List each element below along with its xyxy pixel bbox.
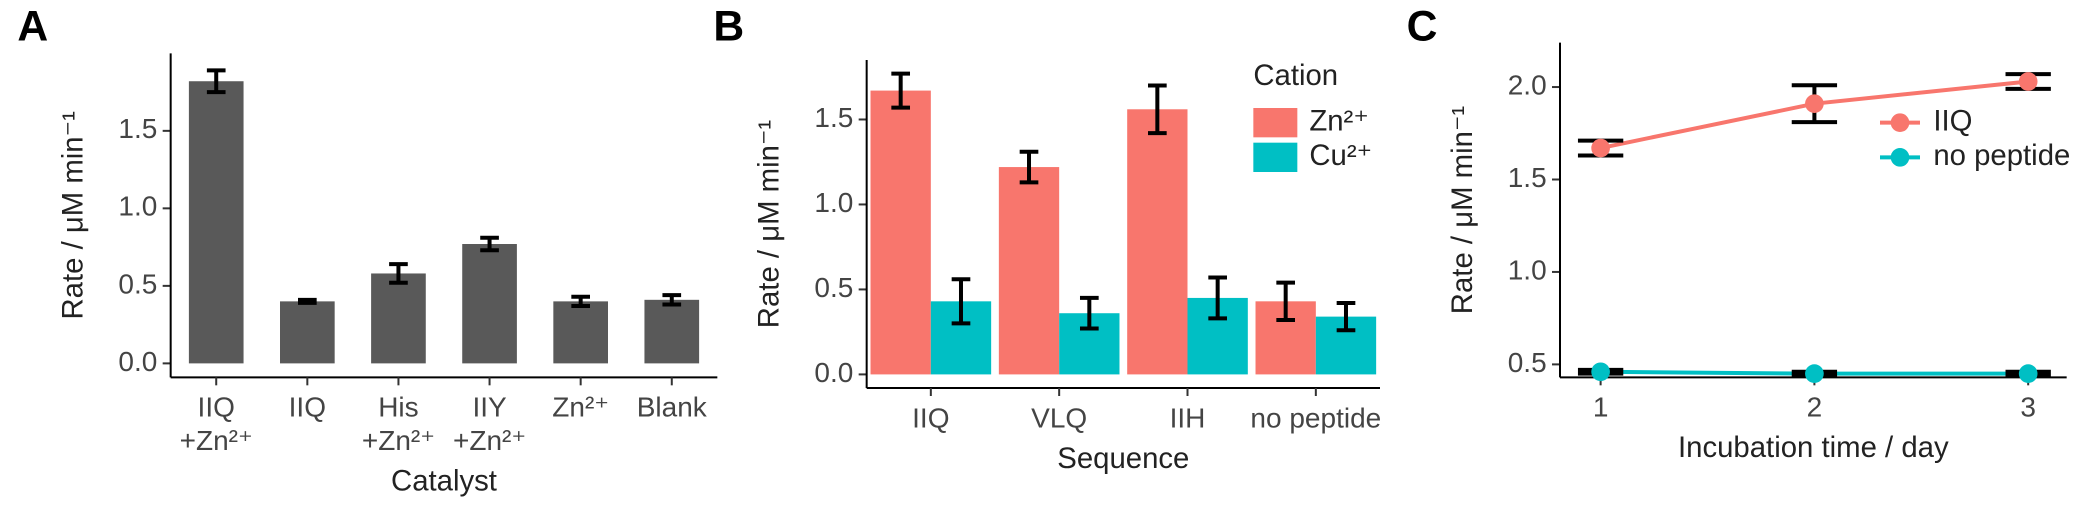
y-tick-label: 1.5 [814, 102, 853, 133]
error-bar [480, 235, 499, 253]
point [1591, 138, 1610, 158]
x-axis-title: Incubation time / day [1678, 431, 1949, 464]
legend-marker [1890, 113, 1910, 132]
error-bar [571, 294, 590, 309]
x-tick-label: IIQ [289, 392, 326, 423]
y-tick-label: 1.0 [118, 191, 157, 222]
bar [644, 299, 700, 364]
error-bar [206, 68, 226, 95]
error-bar [662, 293, 682, 307]
x-tick-label: VLQ [1031, 402, 1087, 433]
x-tick-label: IIQ [198, 392, 235, 423]
bar [998, 167, 1060, 375]
error-bar [1276, 280, 1296, 323]
panel-label: B [713, 3, 744, 51]
y-axis-title: Rate / μM min⁻¹ [56, 111, 89, 320]
legend-swatch [1253, 142, 1298, 172]
x-tick-label: no peptide [1250, 402, 1381, 433]
point [1805, 364, 1824, 383]
error-bar [298, 297, 317, 305]
x-tick-label: Zn²⁺ [552, 392, 609, 423]
y-tick-label: 0.0 [814, 357, 853, 388]
y-axis-title: Rate / μM min⁻¹ [752, 120, 785, 329]
error-bar [951, 277, 971, 326]
x-tick-label: Blank [637, 392, 708, 423]
x-tick-label: +Zn²⁺ [453, 425, 526, 456]
x-tick-label: 2 [1807, 392, 1823, 423]
y-tick-label: 1.5 [118, 113, 157, 144]
legend-label: IIQ [1933, 104, 1972, 137]
x-axis-title: Sequence [1057, 442, 1189, 475]
legend-marker [1890, 148, 1910, 167]
y-tick-label: 0.0 [118, 346, 157, 377]
x-tick-label: +Zn²⁺ [362, 425, 435, 456]
bar [371, 273, 426, 364]
x-tick-label: His [378, 392, 418, 423]
x-tick-label: 1 [1593, 392, 1609, 423]
y-tick-label: 1.5 [1508, 162, 1547, 193]
y-tick-label: 2.0 [1508, 69, 1547, 100]
bar [280, 301, 335, 364]
x-tick-label: 3 [2020, 392, 2036, 423]
bar [462, 244, 517, 364]
bar [188, 81, 244, 364]
error-bar [1208, 275, 1227, 321]
y-tick-label: 0.5 [814, 272, 853, 303]
y-tick-label: 0.5 [1508, 347, 1547, 378]
error-bar [1019, 149, 1039, 185]
point [2018, 364, 2038, 383]
error-bar [891, 71, 911, 110]
legend-title: Cation [1253, 59, 1338, 92]
x-axis-title: Catalyst [391, 464, 497, 497]
point [1591, 362, 1610, 382]
legend-swatch [1253, 108, 1298, 138]
legend-label: no peptide [1933, 139, 2070, 172]
bar [553, 301, 608, 364]
y-axis-title: Rate / μM min⁻¹ [1446, 106, 1479, 315]
x-tick-label: IIY [472, 392, 507, 423]
legend-label: Zn²⁺ [1309, 104, 1368, 137]
bar [1127, 109, 1188, 375]
error-bar [1336, 301, 1356, 333]
point [1805, 94, 1824, 114]
y-tick-label: 1.0 [1508, 254, 1547, 285]
legend-label: Cu²⁺ [1309, 139, 1372, 172]
point [2018, 72, 2038, 91]
panel-label: A [17, 3, 48, 51]
error-bar [1148, 83, 1167, 136]
y-tick-label: 1.0 [814, 187, 853, 218]
error-bar [389, 262, 408, 285]
x-tick-label: IIH [1170, 402, 1206, 433]
bar [870, 90, 931, 375]
error-bar [1079, 295, 1099, 331]
x-tick-label: +Zn²⁺ [180, 425, 253, 456]
panel-label: C [1407, 3, 1438, 51]
x-tick-label: IIQ [912, 402, 949, 433]
y-tick-label: 0.5 [118, 268, 157, 299]
